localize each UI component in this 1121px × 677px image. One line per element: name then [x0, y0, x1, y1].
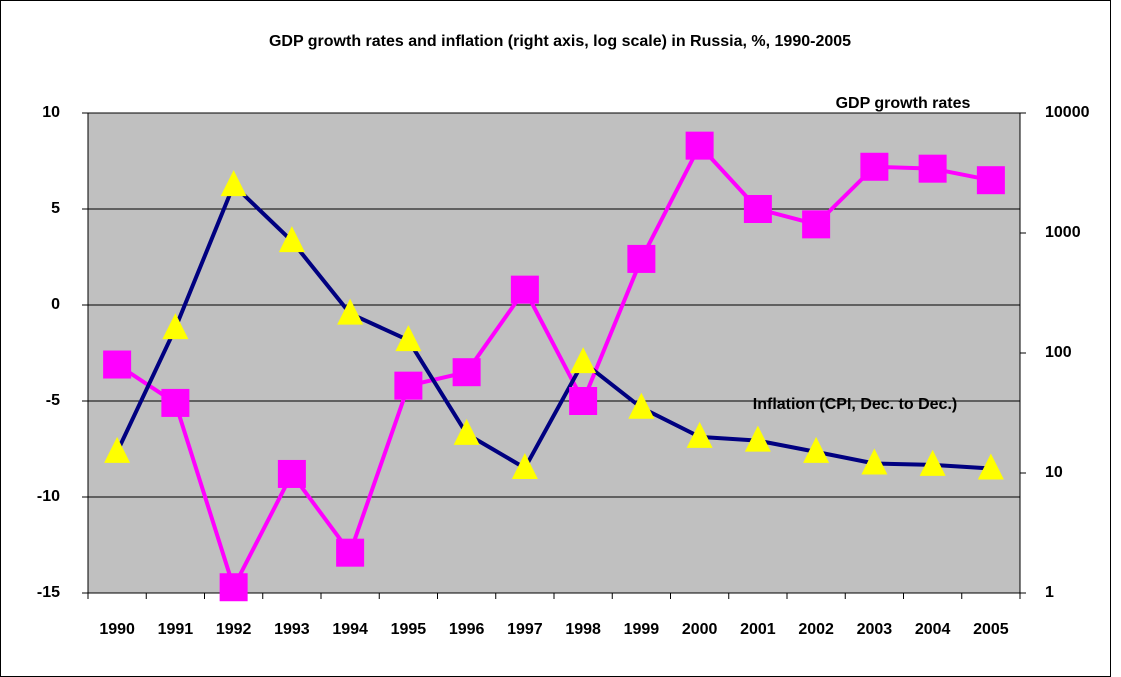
x-tick-label: 2005 [973, 621, 1009, 638]
marker [278, 226, 305, 253]
y-tick-label: 5 [51, 200, 60, 217]
x-tick-label: 1996 [449, 621, 485, 638]
marker [219, 573, 248, 602]
marker [918, 154, 947, 183]
marker [744, 425, 771, 452]
x-tick-label: 2004 [915, 621, 951, 638]
y2-tick-label: 10000 [1045, 104, 1090, 121]
marker [860, 152, 889, 181]
marker [919, 449, 946, 476]
x-tick-label: 1991 [158, 621, 194, 638]
marker [162, 313, 189, 340]
y2-tick-label: 10 [1045, 464, 1063, 481]
series-line [116, 143, 992, 590]
marker [569, 387, 598, 415]
y2-tick-label: 1 [1045, 584, 1054, 601]
marker [685, 131, 714, 160]
x-tick-label: 2002 [798, 621, 834, 638]
marker [277, 459, 306, 488]
marker [453, 418, 480, 445]
y2-tick-label: 1000 [1045, 224, 1081, 241]
marker [627, 244, 656, 273]
x-tick-label: 1995 [391, 621, 427, 638]
x-tick-label: 1992 [216, 621, 252, 638]
x-tick-label: 2003 [857, 621, 893, 638]
y-tick-label: -5 [46, 392, 60, 409]
marker [103, 350, 132, 379]
x-tick-label: 1997 [507, 621, 543, 638]
marker [395, 325, 422, 352]
marker [976, 166, 1005, 195]
marker [510, 275, 539, 304]
marker [686, 421, 713, 448]
x-tick-label: 2001 [740, 621, 776, 638]
series-label: Inflation (CPI, Dec. to Dec.) [753, 396, 957, 413]
marker [220, 170, 247, 197]
y-tick-label: 0 [51, 296, 60, 313]
x-tick-label: 1998 [565, 621, 601, 638]
series-line [115, 183, 992, 471]
x-tick-label: 1990 [99, 621, 135, 638]
series-label: GDP growth rates [836, 95, 971, 112]
marker [337, 298, 364, 325]
x-tick-label: 1999 [624, 621, 660, 638]
marker [628, 392, 655, 419]
marker [802, 210, 831, 239]
chart-title: GDP growth rates and inflation (right ax… [269, 33, 851, 50]
y2-tick-label: 100 [1045, 344, 1072, 361]
x-tick-label: 2000 [682, 621, 718, 638]
marker [394, 371, 423, 400]
x-tick-label: 1993 [274, 621, 310, 638]
y-tick-label: -15 [37, 584, 60, 601]
y-tick-label: -10 [37, 488, 60, 505]
marker [161, 388, 190, 417]
plot-area: -15 -10 -5 0 5 10 1 10 100 1000 10000 1990 1991 1992 1… [37, 104, 1090, 638]
marker [743, 195, 772, 223]
marker [977, 453, 1004, 480]
marker [104, 436, 131, 463]
marker [803, 436, 830, 463]
x-tick-label: 1994 [332, 621, 368, 638]
y-tick-label: 10 [42, 104, 60, 121]
marker [452, 358, 481, 387]
marker [511, 453, 538, 480]
marker [336, 538, 365, 567]
marker [570, 347, 597, 374]
marker [861, 448, 888, 475]
